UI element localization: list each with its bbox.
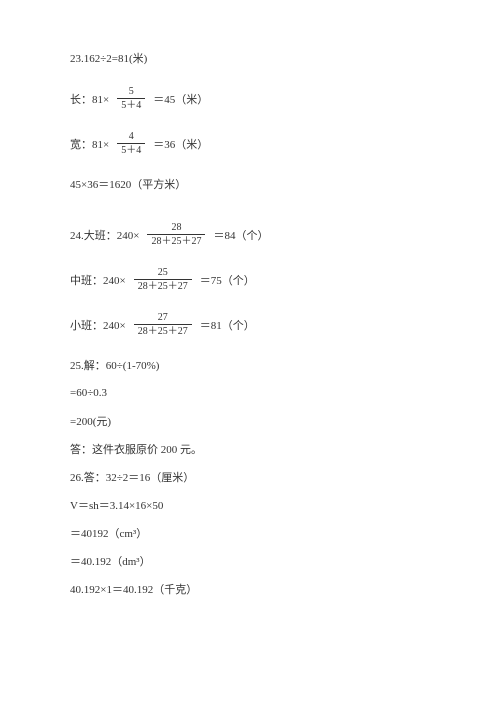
numerator: 25 <box>154 267 172 279</box>
text: 中班：240× <box>70 272 126 288</box>
line-26d: ＝40.192（dm³） <box>70 553 430 569</box>
numerator: 28 <box>167 222 185 234</box>
text: 23.162÷2=81(米) <box>70 50 147 66</box>
line-26b: V＝sh＝3.14×16×50 <box>70 497 430 513</box>
text: =60÷0.3 <box>70 387 107 399</box>
line-25-answer: 答：这件衣服原价 200 元。 <box>70 441 430 457</box>
text: 45×36＝1620（平方米） <box>70 176 186 192</box>
fraction: 27 28＋25＋27 <box>134 312 192 337</box>
text: ＝45（米） <box>153 91 208 107</box>
text: ＝40.192（dm³） <box>70 553 151 569</box>
line-25: 25.解：60÷(1-70%) <box>70 357 430 373</box>
text: 26.答：32÷2＝16（厘米） <box>70 469 194 485</box>
numerator: 4 <box>125 131 138 143</box>
text: 25.解：60÷(1-70%) <box>70 357 159 373</box>
text: ＝36（米） <box>153 136 208 152</box>
denominator: 5＋4 <box>117 98 145 111</box>
fraction: 4 5＋4 <box>117 131 145 156</box>
fraction: 28 28＋25＋27 <box>147 222 205 247</box>
text: 宽：81× <box>70 136 109 152</box>
fraction: 25 28＋25＋27 <box>134 267 192 292</box>
text: 答：这件衣服原价 200 元。 <box>70 441 202 457</box>
line-23: 23.162÷2=81(米) <box>70 50 430 66</box>
denominator: 28＋25＋27 <box>134 324 192 337</box>
text: ＝40192（cm³） <box>70 525 147 541</box>
denominator: 28＋25＋27 <box>134 279 192 292</box>
numerator: 27 <box>154 312 172 324</box>
line-length: 长：81× 5 5＋4 ＝45（米） <box>70 86 430 111</box>
text: ＝81（个） <box>200 317 255 333</box>
text: 小班：240× <box>70 317 126 333</box>
fraction: 5 5＋4 <box>117 86 145 111</box>
denominator: 5＋4 <box>117 143 145 156</box>
line-area: 45×36＝1620（平方米） <box>70 176 430 192</box>
numerator: 5 <box>125 86 138 98</box>
text: V＝sh＝3.14×16×50 <box>70 497 163 513</box>
line-24-mid: 中班：240× 25 28＋25＋27 ＝75（个） <box>70 267 430 292</box>
line-25c: =200(元) <box>70 413 430 429</box>
line-26c: ＝40192（cm³） <box>70 525 430 541</box>
text: =200(元) <box>70 413 111 429</box>
line-25b: =60÷0.3 <box>70 385 430 401</box>
line-26e: 40.192×1＝40.192（千克） <box>70 581 430 597</box>
line-24-big: 24.大班：240× 28 28＋25＋27 ＝84（个） <box>70 222 430 247</box>
text: 40.192×1＝40.192（千克） <box>70 581 197 597</box>
text: 24.大班：240× <box>70 227 139 243</box>
line-width: 宽：81× 4 5＋4 ＝36（米） <box>70 131 430 156</box>
document-page: 23.162÷2=81(米) 长：81× 5 5＋4 ＝45（米） 宽：81× … <box>0 0 500 639</box>
line-26: 26.答：32÷2＝16（厘米） <box>70 469 430 485</box>
text: 长：81× <box>70 91 109 107</box>
text: ＝75（个） <box>200 272 255 288</box>
text: ＝84（个） <box>213 227 268 243</box>
line-24-small: 小班：240× 27 28＋25＋27 ＝81（个） <box>70 312 430 337</box>
denominator: 28＋25＋27 <box>147 234 205 247</box>
